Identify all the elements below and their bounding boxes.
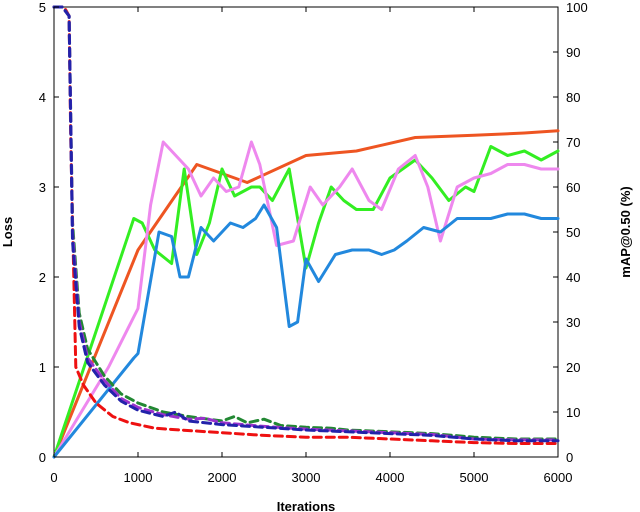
x-tick-label: 6000 bbox=[544, 470, 573, 485]
y-right-axis-title: mAP@0.50 (%) bbox=[618, 186, 633, 277]
y-right-tick-label: 30 bbox=[566, 315, 580, 330]
x-axis-title: Iterations bbox=[277, 499, 336, 512]
series-line-7 bbox=[52, 5, 560, 443]
x-tick-label: 4000 bbox=[376, 470, 405, 485]
x-tick-label: 1000 bbox=[124, 470, 153, 485]
x-tick-label: 3000 bbox=[292, 470, 321, 485]
series-line-5 bbox=[52, 5, 560, 441]
y-right-tick-label: 0 bbox=[566, 450, 573, 465]
y-right-axis-ticks: 0 10 20 30 40 50 60 70 80 90 100 bbox=[553, 0, 588, 465]
y-right-tick-label: 10 bbox=[566, 405, 580, 420]
series-layer bbox=[52, 5, 560, 459]
y-right-tick-label: 20 bbox=[566, 360, 580, 375]
y-left-tick-label: 1 bbox=[39, 360, 46, 375]
y-left-tick-label: 4 bbox=[39, 90, 46, 105]
y-right-tick-label: 60 bbox=[566, 180, 580, 195]
y-right-tick-label: 90 bbox=[566, 45, 580, 60]
y-left-tick-label: 2 bbox=[39, 270, 46, 285]
y-right-tick-label: 80 bbox=[566, 90, 580, 105]
y-right-tick-label: 50 bbox=[566, 225, 580, 240]
y-left-axis-ticks: 0 1 2 3 4 5 bbox=[39, 0, 59, 465]
series-line-4 bbox=[52, 5, 560, 445]
y-right-tick-label: 40 bbox=[566, 270, 580, 285]
x-axis-ticks: 0 1000 2000 3000 4000 5000 6000 bbox=[50, 7, 572, 485]
y-left-tick-label: 5 bbox=[39, 0, 46, 15]
y-right-tick-label: 100 bbox=[566, 0, 588, 15]
y-left-tick-label: 0 bbox=[39, 450, 46, 465]
y-left-axis-title: Loss bbox=[0, 217, 15, 247]
series-line-0 bbox=[52, 129, 560, 459]
y-left-tick-label: 3 bbox=[39, 180, 46, 195]
series-line-6 bbox=[52, 5, 560, 442]
series-line-1 bbox=[52, 145, 560, 459]
x-tick-label: 0 bbox=[50, 470, 57, 485]
x-tick-label: 2000 bbox=[208, 470, 237, 485]
x-tick-label: 5000 bbox=[460, 470, 489, 485]
series-line-2 bbox=[52, 140, 560, 459]
y-right-tick-label: 70 bbox=[566, 135, 580, 150]
series-line-3 bbox=[52, 203, 560, 459]
